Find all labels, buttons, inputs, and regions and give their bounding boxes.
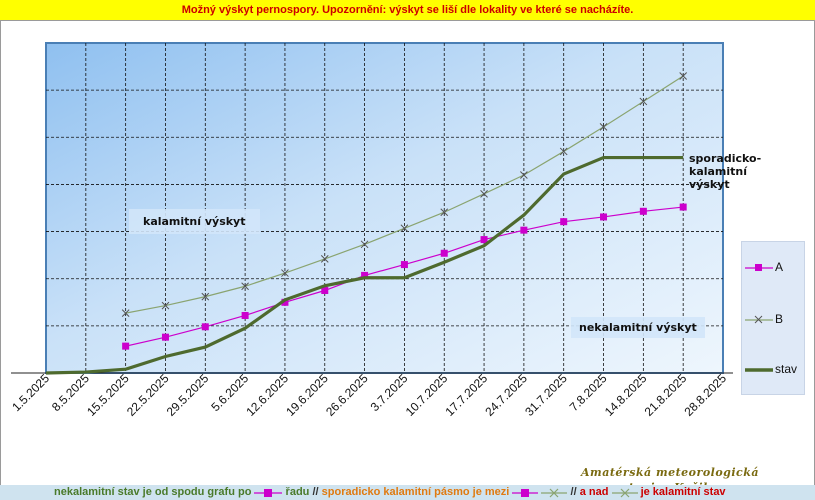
footer-square-marker-icon	[254, 488, 283, 497]
footer-text-4: a nad	[579, 486, 609, 498]
x-tick-label: 15.5.2025	[84, 371, 132, 419]
legend-label-stav: stav	[775, 362, 798, 376]
calamitous-zone-label: kalamitní výskyt	[129, 209, 260, 234]
x-tick-label: 1.5.2025	[9, 371, 52, 414]
legend-square-marker-icon	[745, 264, 773, 271]
data-point-A	[361, 271, 369, 279]
chart-legend: A B stav	[741, 241, 805, 395]
warning-text: Možný výskyt pernospory. Upozornění: výs…	[181, 4, 634, 16]
footer-text-2: řadu	[285, 486, 310, 498]
warning-banner: Možný výskyt pernospory. Upozornění: výs…	[0, 0, 815, 21]
footer-text-1: nekalamitní stav je od spodu grafu po	[54, 486, 252, 498]
x-tick-label: 12.6.2025	[243, 371, 291, 419]
data-point-B	[440, 208, 449, 217]
non-calamitous-zone-label: nekalamitní výskyt	[571, 317, 705, 338]
x-tick-label: 22.5.2025	[124, 371, 172, 419]
data-point-B	[679, 72, 688, 80]
data-point-B	[320, 255, 329, 263]
sporadic-label-line1: sporadicko-	[689, 152, 762, 165]
data-point-A	[281, 298, 289, 306]
data-point-A	[480, 236, 488, 244]
x-tick-label: 14.8.2025	[602, 371, 650, 419]
footer-separator-1: //	[312, 486, 319, 498]
data-point-A	[122, 342, 130, 350]
footer-legend-bar: nekalamitní stav je od spodu grafu po řa…	[0, 485, 815, 500]
data-point-B	[360, 240, 369, 249]
footer-text-5: je kalamitní stav	[640, 486, 726, 498]
line-chart: 1.5.20258.5.202515.5.202522.5.202529.5.2…	[9, 42, 733, 419]
series-line-stav	[45, 155, 684, 375]
chart-frame: 1.5.2025 8.5.2025 15.5.2025 22.5.2025 29.5.2…	[0, 20, 815, 494]
data-point-B	[241, 282, 249, 291]
data-point-A	[560, 218, 568, 226]
x-tick-label: 21.8.2025	[642, 371, 690, 419]
legend-label-a: A	[775, 260, 784, 274]
x-tick-label: 24.7.2025	[482, 371, 530, 419]
legend-item-a: A	[742, 258, 804, 278]
legend-line-icon	[745, 368, 773, 372]
x-tick-label: 29.5.2025	[164, 371, 212, 419]
data-point-B	[400, 224, 409, 233]
x-tick-label: 31.7.2025	[522, 371, 570, 419]
legend-label-b: B	[775, 312, 784, 326]
footer-square-marker-icon-2	[512, 488, 539, 497]
data-point-A	[400, 261, 408, 269]
data-point-A	[679, 203, 687, 211]
data-point-A	[201, 323, 209, 331]
x-tick-label: 26.6.2025	[323, 371, 371, 419]
footer-separator-2: //	[570, 486, 577, 498]
credit-line1: Amatérská meteorologická	[581, 466, 759, 479]
data-point-A	[321, 287, 329, 294]
sporadic-label-line2: kalamitní	[689, 165, 748, 178]
sporadic-zone-label: sporadicko- kalamitní výskyt	[689, 152, 769, 191]
footer-x-marker-icon	[541, 488, 568, 497]
data-point-A	[241, 311, 249, 319]
footer-x-marker-icon-2	[611, 488, 638, 497]
data-point-B	[599, 123, 608, 131]
footer-text-3: sporadicko kalamitní pásmo je mezi	[321, 486, 510, 498]
data-point-B	[281, 269, 289, 277]
data-point-A	[600, 213, 608, 221]
x-tick-label: 10.7.2025	[403, 371, 451, 419]
data-point-B	[480, 190, 488, 198]
data-point-B	[201, 292, 210, 301]
data-point-A	[440, 249, 448, 257]
x-tick-label: 19.6.2025	[283, 371, 331, 419]
sporadic-label-line3: výskyt	[689, 178, 730, 191]
legend-x-marker-icon	[745, 315, 773, 324]
legend-item-stav: stav	[742, 360, 804, 380]
x-tick-label: 17.7.2025	[443, 371, 491, 419]
data-point-B	[161, 301, 170, 310]
data-point-B	[121, 309, 130, 317]
legend-item-b: B	[742, 310, 804, 330]
data-point-B	[520, 171, 528, 179]
data-point-B	[559, 147, 568, 156]
data-point-A	[520, 226, 528, 234]
x-tick-label: 28.8.2025	[681, 371, 729, 419]
data-point-A	[161, 333, 169, 341]
data-point-B	[639, 97, 648, 106]
data-point-A	[639, 207, 647, 215]
